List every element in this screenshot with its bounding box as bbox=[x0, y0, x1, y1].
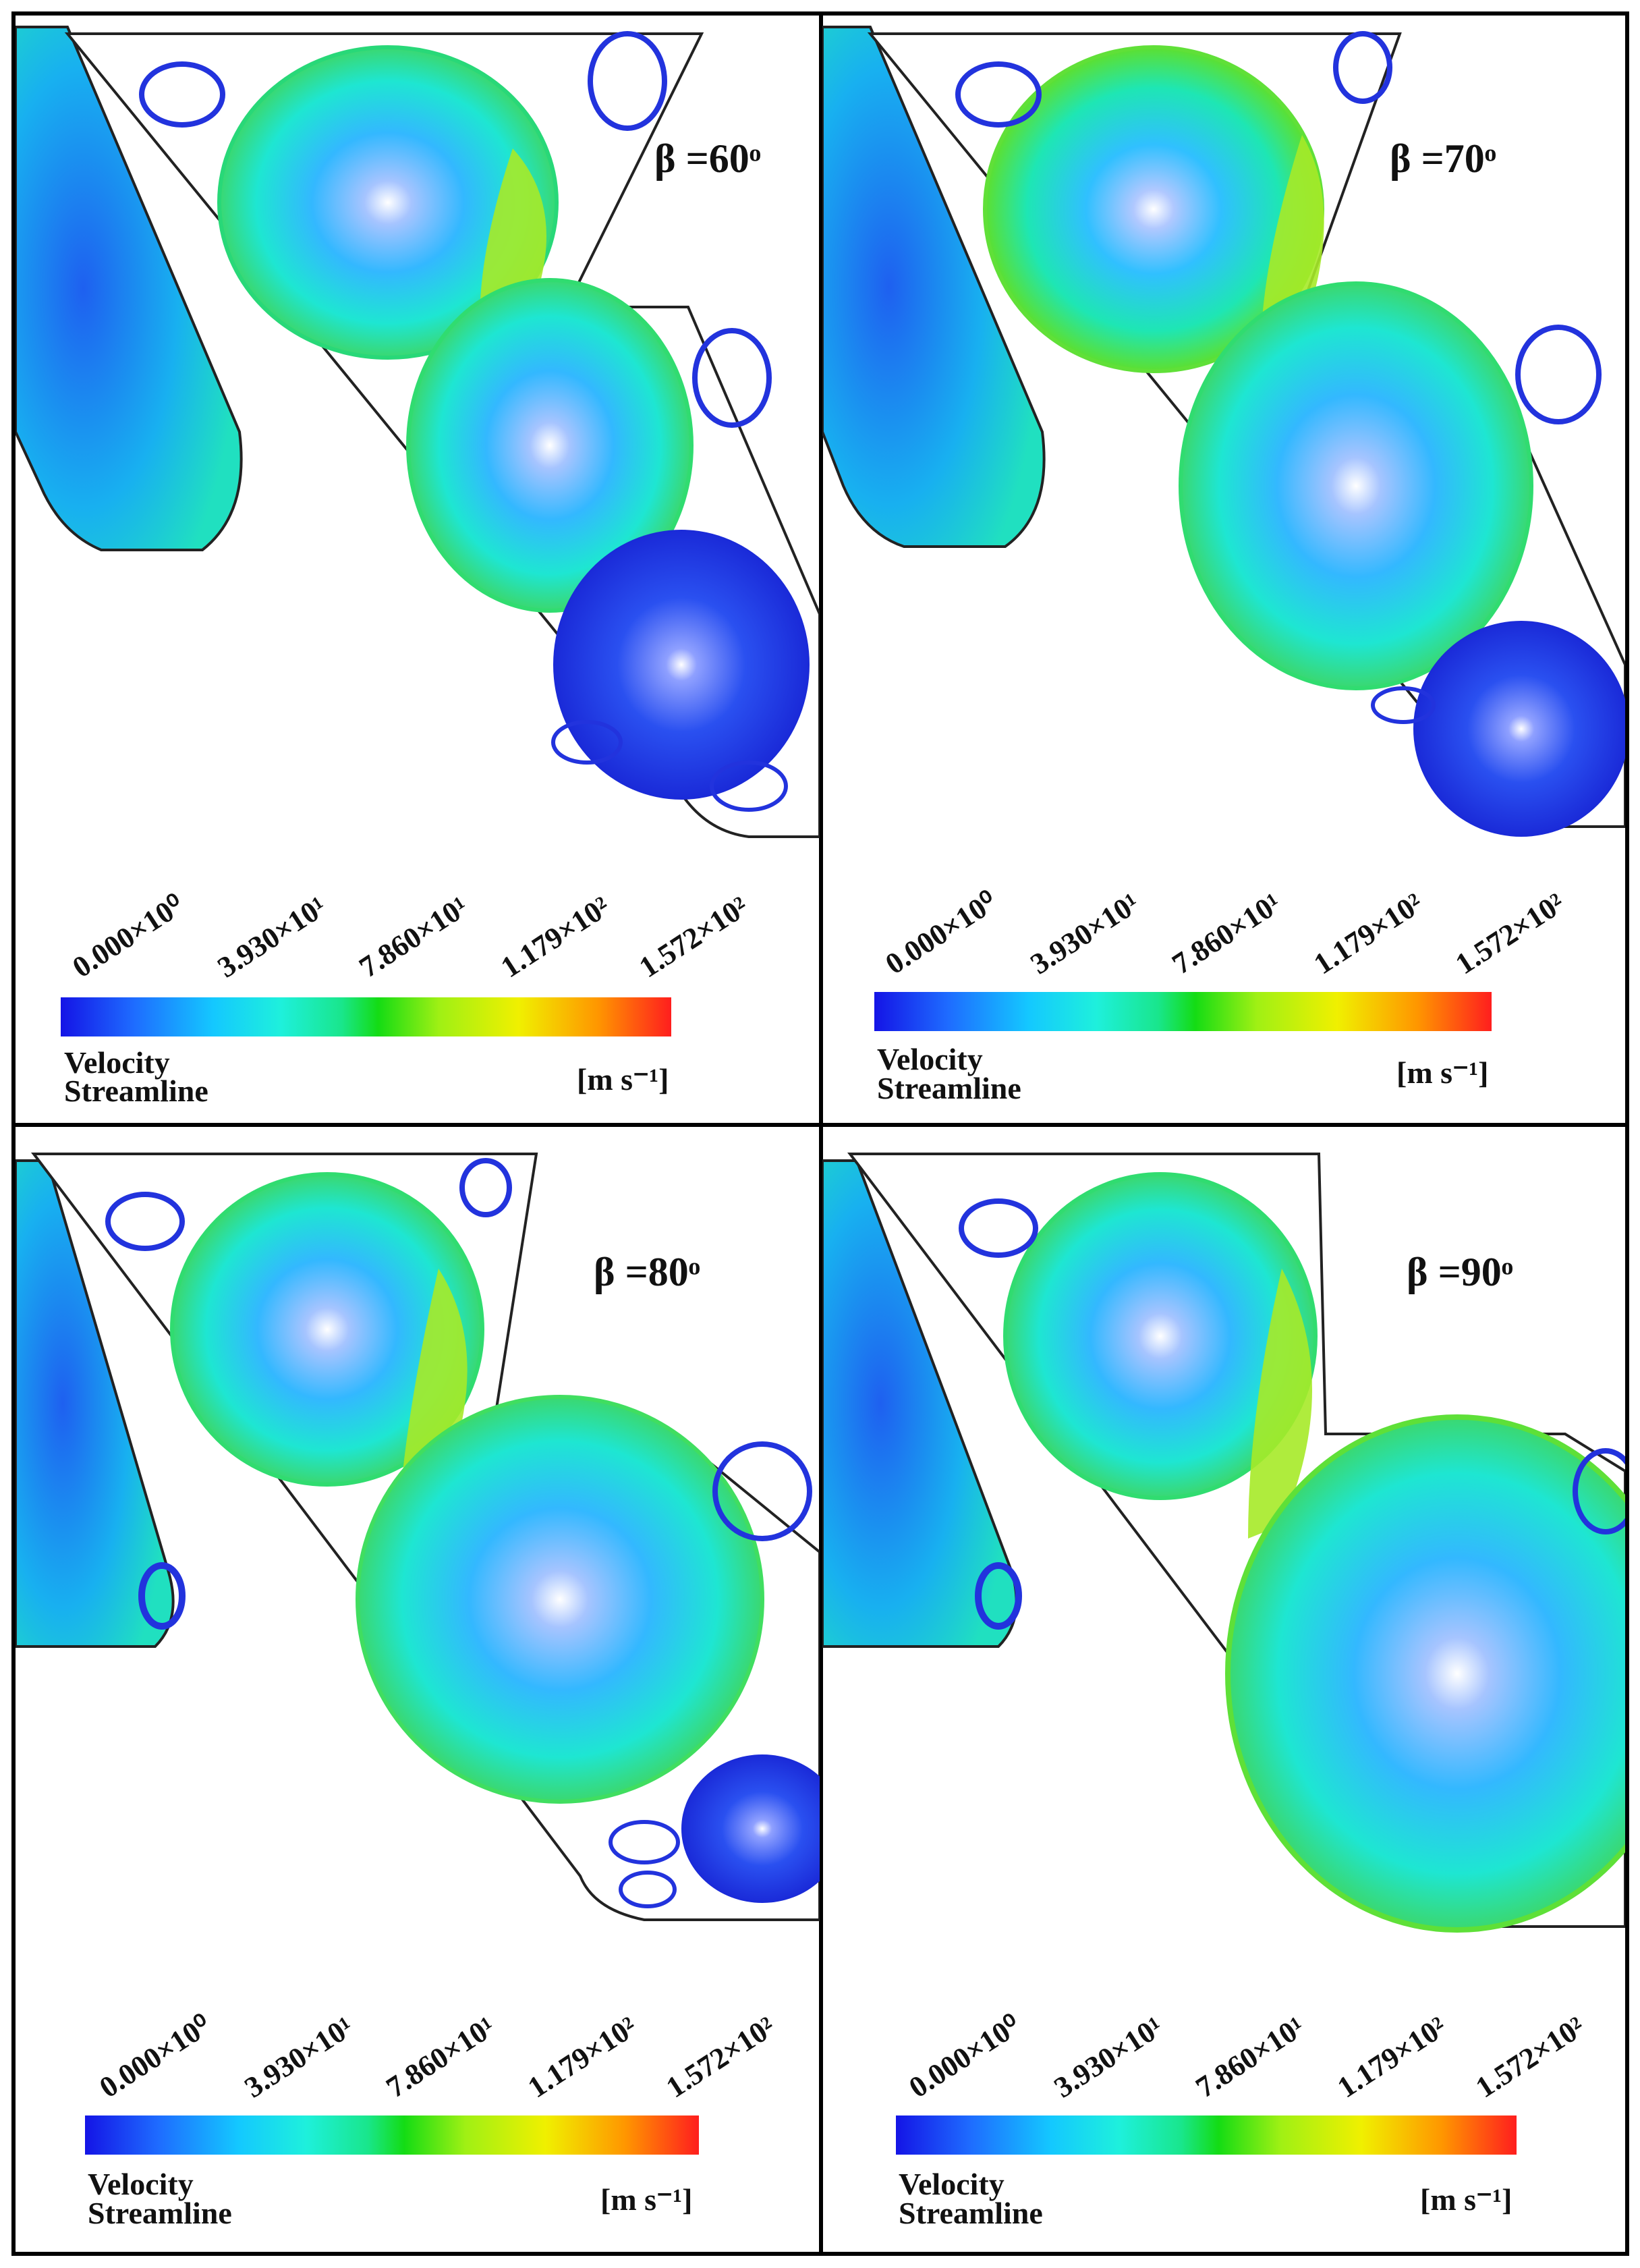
scale-tick-label: 7.860×10¹ bbox=[1190, 2010, 1311, 2105]
scale-tick-label: 7.860×10¹ bbox=[1166, 887, 1287, 981]
scale-tick-label: 1.572×10² bbox=[1450, 887, 1571, 981]
colorbar bbox=[61, 997, 671, 1036]
beta-label: β =80ᵒ bbox=[594, 1250, 700, 1294]
legend-units: [m s⁻¹] bbox=[1420, 2182, 1512, 2217]
legend-title-streamline: Streamline bbox=[877, 1071, 1021, 1105]
legend-units: [m s⁻¹] bbox=[600, 2182, 692, 2217]
beta-label: β =70ᵒ bbox=[1390, 136, 1496, 181]
legend-units: [m s⁻¹] bbox=[577, 1062, 669, 1097]
scale-tick-label: 1.179×10² bbox=[1332, 2010, 1452, 2105]
legend-units: [m s⁻¹] bbox=[1396, 1055, 1488, 1090]
legend-title-velocity: Velocity bbox=[899, 2167, 1005, 2201]
panel-beta-90: β =90ᵒ 0.000×10⁰ 3.930×10¹ 7.860×10¹ 1.1… bbox=[822, 1147, 1625, 2230]
scale-tick-label: 0.000×10⁰ bbox=[880, 885, 1002, 980]
scale-tick-label: 0.000×10⁰ bbox=[94, 2008, 217, 2104]
color-scale-legend: 0.000×10⁰ 3.930×10¹ 7.860×10¹ 1.179×10² … bbox=[874, 885, 1570, 1105]
panel-beta-80: β =80ᵒ 0.000×10⁰ 3.930×10¹ 7.860×10¹ 1.1… bbox=[16, 1147, 820, 2230]
legend-title-velocity: Velocity bbox=[877, 1042, 983, 1076]
legend-title-streamline: Streamline bbox=[64, 1074, 208, 1108]
color-scale-legend: 0.000×10⁰ 3.930×10¹ 7.860×10¹ 1.179×10² … bbox=[61, 888, 754, 1108]
legend-title-velocity: Velocity bbox=[88, 2167, 194, 2201]
beta-label: β =90ᵒ bbox=[1407, 1250, 1513, 1294]
color-scale-legend: 0.000×10⁰ 3.930×10¹ 7.860×10¹ 1.179×10² … bbox=[85, 2008, 781, 2230]
flow-domain bbox=[822, 1147, 1625, 1933]
legend-title-streamline: Streamline bbox=[899, 2196, 1043, 2230]
colorbar bbox=[896, 2115, 1517, 2155]
color-scale-legend: 0.000×10⁰ 3.930×10¹ 7.860×10¹ 1.179×10² … bbox=[896, 2008, 1590, 2230]
scale-tick-label: 1.572×10² bbox=[660, 2010, 781, 2105]
colorbar bbox=[874, 992, 1492, 1031]
scale-tick-label: 0.000×10⁰ bbox=[67, 888, 190, 984]
colorbar bbox=[85, 2115, 699, 2155]
beta-label: β =60ᵒ bbox=[654, 136, 761, 181]
panel-beta-70: β =70ᵒ 0.000×10⁰ 3.930×10¹ 7.860×10¹ 1.1… bbox=[822, 22, 1625, 1105]
legend-title-streamline: Streamline bbox=[88, 2196, 232, 2230]
scale-tick-label: 3.930×10¹ bbox=[212, 890, 333, 985]
scale-tick-label: 1.179×10² bbox=[495, 890, 616, 985]
scale-tick-label: 3.930×10¹ bbox=[1025, 887, 1146, 981]
flow-domain bbox=[822, 22, 1625, 837]
scale-tick-label: 7.860×10¹ bbox=[380, 2010, 501, 2105]
scale-tick-label: 3.930×10¹ bbox=[1048, 2010, 1169, 2105]
scale-tick-label: 1.572×10² bbox=[1470, 2010, 1591, 2105]
panel-beta-60: β =60ᵒ 0.000×10⁰ 3.930×10¹ 7.860×10¹ 1.1… bbox=[16, 22, 820, 1108]
legend-title-velocity: Velocity bbox=[64, 1045, 170, 1080]
scale-tick-label: 3.930×10¹ bbox=[239, 2010, 360, 2105]
scale-tick-label: 0.000×10⁰ bbox=[903, 2008, 1026, 2104]
flow-domain bbox=[16, 22, 820, 838]
scale-tick-label: 7.860×10¹ bbox=[354, 890, 474, 985]
scale-tick-label: 1.572×10² bbox=[633, 890, 754, 985]
flow-domain bbox=[16, 1147, 820, 1921]
scale-tick-label: 1.179×10² bbox=[522, 2010, 643, 2105]
scale-tick-label: 1.179×10² bbox=[1308, 887, 1429, 981]
